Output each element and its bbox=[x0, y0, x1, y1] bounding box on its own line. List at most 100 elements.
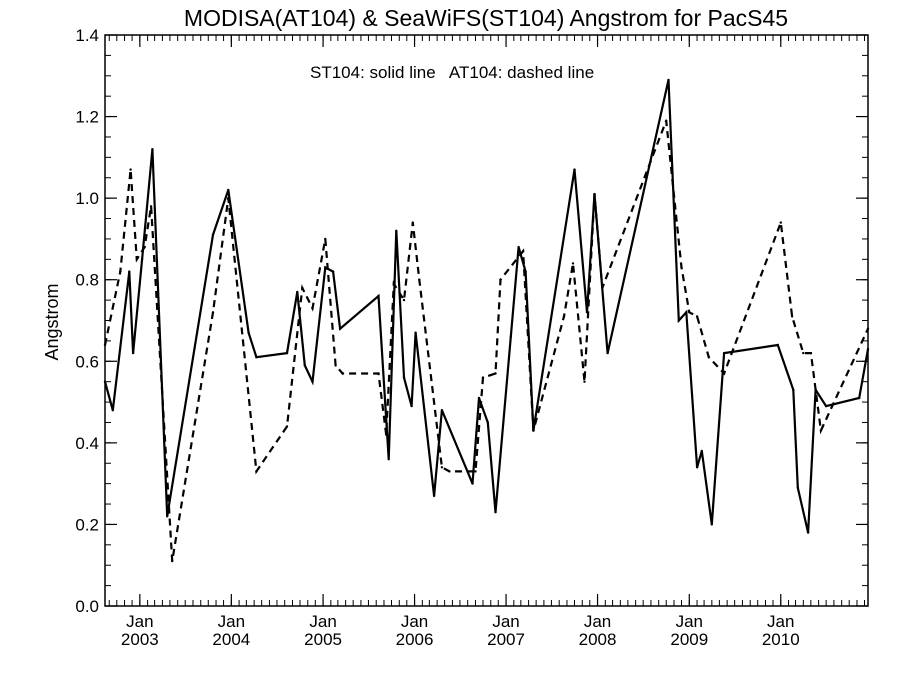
data-point-at104 bbox=[779, 221, 782, 224]
data-point-st104 bbox=[710, 523, 713, 526]
x-tick-label-month: Jan bbox=[492, 612, 519, 631]
data-point-st104 bbox=[128, 270, 131, 273]
data-point-at104 bbox=[521, 250, 525, 253]
data-point-at104 bbox=[324, 237, 327, 241]
y-tick-label: 1.2 bbox=[75, 108, 99, 127]
data-point-at104 bbox=[707, 356, 710, 359]
data-point-at104 bbox=[385, 433, 388, 436]
data-point-st104 bbox=[151, 148, 154, 151]
data-point-at104 bbox=[211, 311, 215, 314]
y-tick-label: 1.0 bbox=[75, 189, 99, 208]
data-point-st104 bbox=[776, 343, 779, 347]
data-point-st104 bbox=[285, 351, 289, 355]
chart-title: MODISA(AT104) & SeaWiFS(ST104) Angstrom … bbox=[184, 5, 788, 31]
data-point-st104 bbox=[331, 270, 335, 273]
data-point-st104 bbox=[858, 396, 861, 400]
data-point-at104 bbox=[135, 258, 138, 261]
data-point-st104 bbox=[324, 266, 327, 269]
x-tick-label-month: Jan bbox=[767, 612, 794, 631]
data-point-at104 bbox=[341, 372, 344, 375]
data-point-st104 bbox=[722, 351, 726, 355]
data-point-st104 bbox=[792, 388, 795, 391]
y-tick-label: 0.2 bbox=[75, 515, 99, 534]
y-tick-label: 0.4 bbox=[75, 434, 99, 453]
y-tick-label: 0.0 bbox=[75, 597, 99, 616]
data-point-st104 bbox=[667, 78, 670, 82]
data-point-st104 bbox=[440, 409, 444, 412]
data-point-st104 bbox=[494, 511, 497, 514]
data-point-st104 bbox=[377, 294, 380, 298]
x-tick-label-year: 2003 bbox=[121, 630, 159, 649]
data-point-st104 bbox=[796, 486, 799, 489]
data-point-at104 bbox=[802, 351, 805, 355]
data-point-at104 bbox=[665, 119, 668, 122]
data-point-st104 bbox=[410, 404, 413, 408]
data-point-at104 bbox=[440, 466, 444, 469]
x-tick-label-year: 2005 bbox=[304, 630, 342, 649]
data-point-st104 bbox=[387, 458, 390, 461]
x-tick-label-year: 2010 bbox=[762, 630, 800, 649]
data-point-at104 bbox=[119, 270, 122, 273]
data-point-at104 bbox=[688, 311, 691, 314]
line-style-annotation: ST104: solid line AT104: dashed line bbox=[310, 63, 594, 82]
data-point-at104 bbox=[171, 559, 174, 563]
x-tick-label-month: Jan bbox=[401, 612, 428, 631]
data-point-st104 bbox=[227, 188, 230, 192]
x-tick-label-year: 2009 bbox=[670, 630, 708, 649]
data-point-st104 bbox=[471, 482, 474, 485]
data-point-st104 bbox=[111, 409, 115, 412]
data-point-at104 bbox=[285, 425, 289, 428]
data-point-st104 bbox=[432, 494, 436, 498]
data-point-at104 bbox=[571, 262, 575, 265]
series-line-at104 bbox=[103, 120, 869, 562]
data-point-at104 bbox=[143, 245, 146, 249]
data-point-at104 bbox=[601, 286, 604, 290]
data-point-st104 bbox=[402, 376, 406, 379]
data-point-st104 bbox=[311, 380, 314, 383]
y-tick-label: 0.6 bbox=[75, 352, 99, 371]
data-point-at104 bbox=[722, 372, 726, 375]
x-tick-label-month: Jan bbox=[218, 612, 245, 631]
data-point-st104 bbox=[414, 331, 417, 334]
data-point-at104 bbox=[532, 429, 535, 432]
x-tick-label-month: Jan bbox=[676, 612, 703, 631]
data-point-at104 bbox=[448, 470, 451, 473]
data-point-st104 bbox=[303, 364, 306, 367]
data-point-at104 bbox=[227, 196, 230, 200]
x-tick-label-month: Jan bbox=[126, 612, 153, 631]
data-point-at104 bbox=[334, 364, 337, 367]
data-point-st104 bbox=[517, 245, 520, 249]
data-point-at104 bbox=[790, 315, 794, 318]
data-point-at104 bbox=[392, 282, 395, 285]
data-point-at104 bbox=[481, 376, 485, 379]
data-point-at104 bbox=[255, 470, 258, 473]
y-tick-label: 0.8 bbox=[75, 271, 99, 290]
data-point-at104 bbox=[377, 372, 380, 375]
data-point-st104 bbox=[824, 404, 828, 408]
data-point-at104 bbox=[494, 372, 497, 375]
data-point-st104 bbox=[509, 335, 512, 338]
x-tick-label-year: 2008 bbox=[579, 630, 617, 649]
data-point-st104 bbox=[395, 229, 398, 232]
x-tick-label-month: Jan bbox=[309, 612, 336, 631]
data-point-st104 bbox=[338, 327, 342, 330]
data-point-at104 bbox=[593, 192, 596, 196]
data-point-st104 bbox=[486, 421, 489, 424]
axis-layer: 0.00.20.40.60.81.01.21.4Jan2003Jan2004Ja… bbox=[75, 26, 868, 649]
data-point-at104 bbox=[311, 307, 314, 310]
x-tick-label-year: 2004 bbox=[212, 630, 250, 649]
plot-frame bbox=[104, 34, 869, 607]
data-point-st104 bbox=[255, 356, 258, 359]
data-point-at104 bbox=[149, 205, 153, 208]
data-point-st104 bbox=[573, 168, 576, 171]
y-tick-label: 1.4 bbox=[75, 26, 99, 45]
data-point-st104 bbox=[296, 290, 299, 294]
data-point-at104 bbox=[474, 470, 477, 473]
data-point-st104 bbox=[677, 319, 680, 322]
data-point-st104 bbox=[140, 258, 144, 261]
data-point-st104 bbox=[806, 531, 810, 534]
data-point-at104 bbox=[562, 315, 566, 318]
x-tick-label-year: 2007 bbox=[487, 630, 525, 649]
data-point-at104 bbox=[402, 298, 406, 302]
data-point-st104 bbox=[131, 351, 135, 355]
